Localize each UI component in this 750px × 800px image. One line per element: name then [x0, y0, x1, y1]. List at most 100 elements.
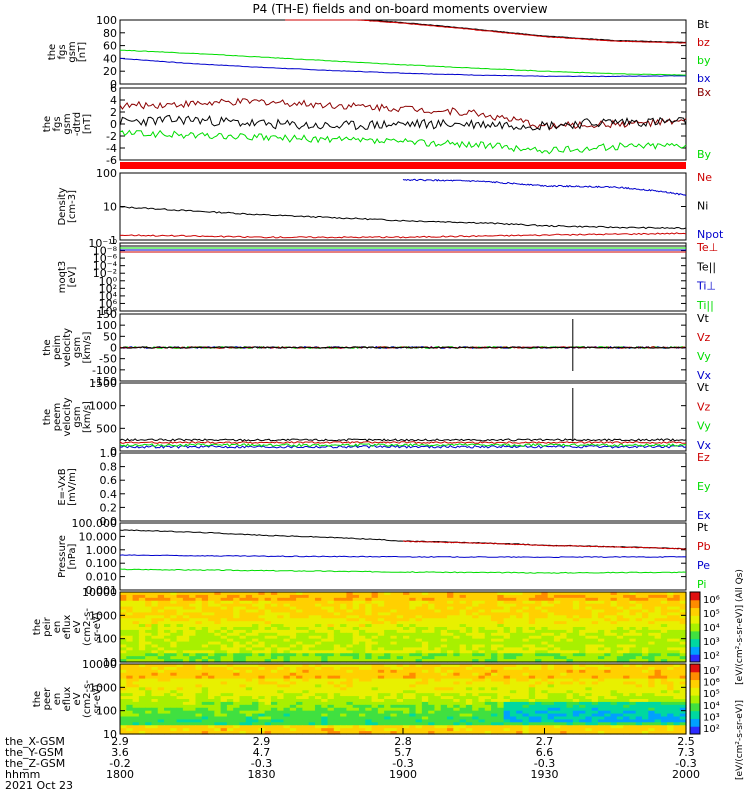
heatmap-cell-peir_spec	[176, 615, 184, 619]
heatmap-cell-peer_spec	[283, 719, 291, 723]
heatmap-cell-peir_spec	[547, 656, 555, 660]
heatmap-cell-peer_spec	[610, 710, 618, 715]
heatmap-cell-peir_spec	[176, 606, 184, 611]
heatmap-cell-peir_spec	[252, 629, 259, 634]
heatmap-cell-peer_spec	[239, 687, 247, 691]
heatmap-cell-peer_spec	[245, 725, 253, 729]
heatmap-cell-peer_spec	[465, 675, 473, 680]
ylabel-peer_spec: peer	[42, 687, 53, 711]
heatmap-cell-peir_spec	[132, 592, 140, 596]
heatmap-cell-peir_spec	[516, 618, 524, 622]
heatmap-cell-peer_spec	[340, 707, 347, 712]
heatmap-cell-peer_spec	[151, 699, 159, 703]
heatmap-cell-peer_spec	[176, 731, 184, 735]
heatmap-cell-peir_spec	[371, 597, 379, 602]
heatmap-cell-peir_spec	[415, 624, 423, 628]
heatmap-cell-peer_spec	[239, 664, 247, 668]
heatmap-cell-peer_spec	[390, 684, 398, 688]
heatmap-cell-peer_spec	[384, 678, 392, 683]
ylabel-peir_spec: the	[32, 619, 43, 635]
heatmap-cell-peer_spec	[447, 701, 454, 706]
heatmap-cell-peer_spec	[201, 710, 209, 715]
heatmap-cell-peer_spec	[560, 672, 568, 677]
heatmap-cell-peer_spec	[673, 704, 681, 709]
heatmap-cell-peer_spec	[604, 722, 612, 726]
heatmap-cell-peir_spec	[585, 615, 593, 619]
heatmap-cell-peir_spec	[579, 627, 586, 631]
heatmap-cell-peer_spec	[465, 713, 473, 718]
heatmap-cell-peir_spec	[541, 606, 549, 611]
heatmap-cell-peir_spec	[365, 612, 373, 616]
heatmap-cell-peer_spec	[623, 666, 630, 671]
heatmap-cell-peir_spec	[327, 632, 335, 637]
heatmap-cell-peer_spec	[371, 696, 379, 700]
series-line-fgs_dtrend-1	[119, 114, 687, 131]
heatmap-cell-peir_spec	[289, 653, 297, 657]
heatmap-cell-peer_spec	[660, 664, 668, 668]
heatmap-cell-peer_spec	[654, 684, 662, 688]
heatmap-cell-peir_spec	[597, 647, 605, 651]
heatmap-cell-peir_spec	[170, 618, 178, 622]
heatmap-cell-peer_spec	[390, 722, 398, 726]
heatmap-cell-peir_spec	[610, 592, 618, 596]
heatmap-cell-peir_spec	[384, 656, 392, 660]
heatmap-cell-peer_spec	[151, 675, 159, 680]
heatmap-cell-peer_spec	[635, 684, 643, 688]
heatmap-cell-peir_spec	[610, 600, 618, 605]
heatmap-cell-peer_spec	[547, 681, 555, 686]
heatmap-cell-peir_spec	[120, 627, 127, 631]
heatmap-cell-peer_spec	[314, 707, 322, 712]
heatmap-cell-peir_spec	[459, 615, 467, 619]
heatmap-cell-peer_spec	[346, 684, 354, 688]
heatmap-cell-peir_spec	[447, 609, 454, 614]
heatmap-cell-peer_spec	[208, 693, 215, 697]
heatmap-cell-peir_spec	[365, 647, 373, 651]
heatmap-cell-peir_spec	[528, 650, 536, 654]
colorbar-peer-segment	[690, 671, 700, 681]
heatmap-cell-peer_spec	[509, 713, 517, 718]
heatmap-cell-peir_spec	[497, 621, 505, 625]
heatmap-cell-peir_spec	[145, 624, 153, 628]
heatmap-cell-peir_spec	[289, 644, 297, 649]
heatmap-cell-peer_spec	[591, 690, 599, 694]
heatmap-cell-peir_spec	[201, 638, 209, 643]
heatmap-cell-peir_spec	[396, 603, 404, 608]
heatmap-cell-peir_spec	[547, 659, 555, 663]
heatmap-cell-peir_spec	[484, 624, 492, 628]
heatmap-cell-peer_spec	[465, 664, 473, 668]
heatmap-cell-peer_spec	[629, 693, 637, 697]
heatmap-cell-peir_spec	[528, 606, 536, 611]
heatmap-cell-peir_spec	[654, 603, 662, 608]
heatmap-cell-peir_spec	[641, 638, 649, 643]
heatmap-cell-peir_spec	[516, 627, 524, 631]
heatmap-cell-peer_spec	[579, 669, 586, 674]
heatmap-cell-peir_spec	[352, 612, 360, 616]
heatmap-cell-peir_spec	[233, 618, 241, 622]
heatmap-cell-peir_spec	[145, 653, 153, 657]
heatmap-cell-peir_spec	[610, 632, 618, 637]
heatmap-cell-peer_spec	[176, 690, 184, 694]
heatmap-cell-peer_spec	[447, 687, 454, 691]
heatmap-cell-peir_spec	[352, 600, 360, 605]
heatmap-cell-peer_spec	[384, 722, 392, 726]
heatmap-cell-peer_spec	[421, 687, 429, 691]
heatmap-cell-peir_spec	[453, 615, 461, 619]
heatmap-cell-peer_spec	[289, 716, 297, 721]
heatmap-cell-peer_spec	[189, 704, 197, 709]
heatmap-cell-peir_spec	[434, 629, 442, 634]
heatmap-cell-peir_spec	[252, 644, 259, 649]
heatmap-cell-peer_spec	[258, 669, 266, 674]
heatmap-cell-peir_spec	[245, 647, 253, 651]
heatmap-cell-peir_spec	[623, 627, 630, 631]
heatmap-cell-peer_spec	[151, 704, 159, 709]
heatmap-cell-peir_spec	[189, 638, 197, 643]
heatmap-cell-peer_spec	[484, 672, 492, 677]
heatmap-cell-peir_spec	[597, 653, 605, 657]
heatmap-cell-peir_spec	[352, 647, 360, 651]
heatmap-cell-peer_spec	[679, 710, 687, 715]
heatmap-cell-peir_spec	[132, 650, 140, 654]
heatmap-cell-peer_spec	[503, 690, 511, 694]
heatmap-cell-peer_spec	[327, 681, 335, 686]
heatmap-cell-peer_spec	[214, 678, 222, 683]
heatmap-cell-peer_spec	[308, 675, 316, 680]
